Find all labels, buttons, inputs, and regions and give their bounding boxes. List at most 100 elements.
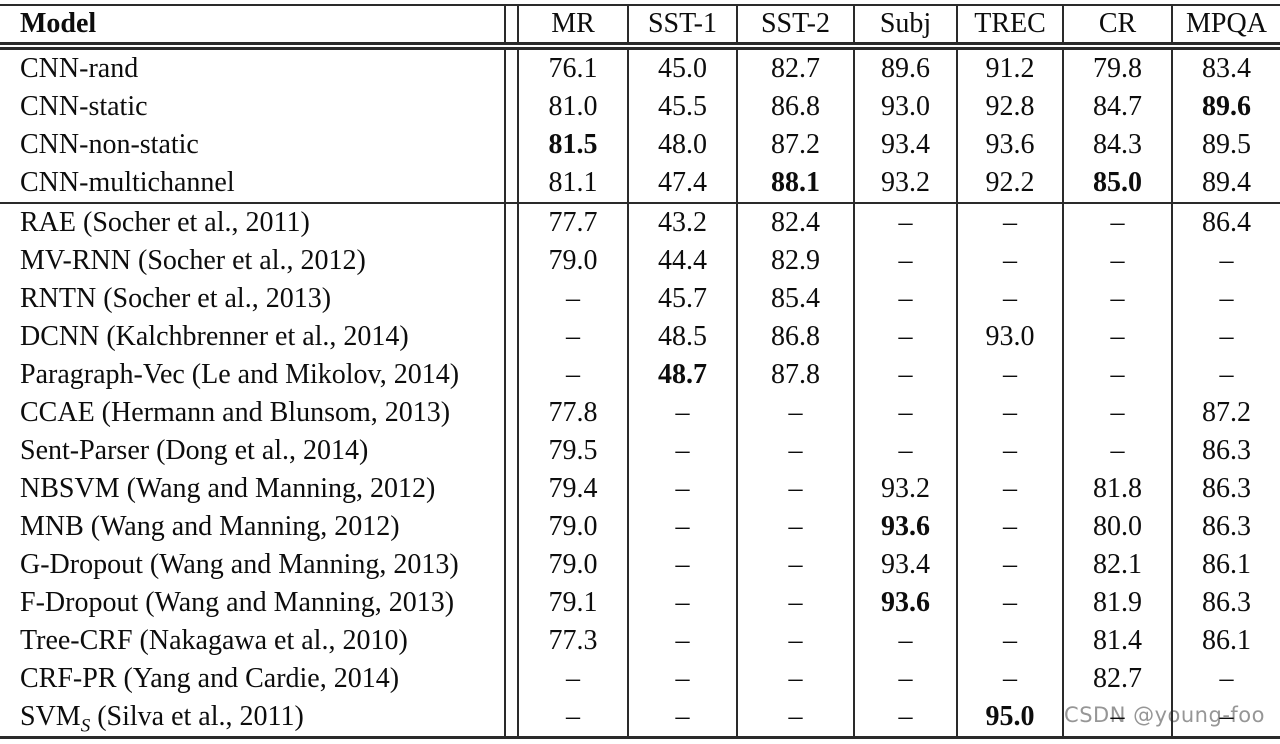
score-cell: 92.8 [956,88,1063,126]
score-cell: 82.9 [736,242,854,280]
score-cell: – [1171,280,1280,318]
model-cell: RNTN (Socher et al., 2013) [0,280,505,318]
score-cell: – [1171,660,1280,698]
score-cell: 93.4 [853,126,957,164]
table-row: F-Dropout (Wang and Manning, 2013) 79.1– –… [0,584,1280,622]
column-header-sst2: SST-2 [736,5,854,50]
score-cell: – [627,584,737,622]
model-label: F-Dropout (Wang and Manning, 2013) [20,587,455,618]
score-cell: 86.3 [1171,584,1280,622]
table-row: CCAE (Hermann and Blunsom, 2013) 77.8– – – –… [0,394,1280,432]
score-cell: 77.3 [548,625,598,656]
score-cell: – [1171,356,1280,394]
score-cell: 86.4 [1171,202,1280,242]
score-cell: – [853,660,957,698]
score-cell: 87.8 [736,356,854,394]
score-cell: 86.3 [1171,470,1280,508]
model-label-citation: (Silva et al., 2011) [90,701,304,732]
model-label: CNN-rand [20,53,139,84]
score-cell: – [1062,432,1172,470]
score-cell: 81.1 [548,167,598,198]
score-cell: 79.0 [548,511,598,542]
table-row: Paragraph-Vec (Le and Mikolov, 2014) – 48.… [0,356,1280,394]
double-rule-gap [504,356,519,394]
model-cell: Tree-CRF (Nakagawa et al., 2010) [0,622,505,660]
model-cell: NBSVM (Wang and Manning, 2012) [0,470,505,508]
score-cell: 92.2 [956,164,1063,203]
score-cell: 93.4 [853,546,957,584]
score-cell: – [736,394,854,432]
double-rule-gap [504,470,519,508]
model-label: Sent-Parser (Dong et al., 2014) [20,435,369,466]
score-cell: 45.5 [627,88,737,126]
score-cell: 93.2 [853,470,957,508]
score-cell: 47.4 [627,164,737,203]
score-cell: 93.0 [853,88,957,126]
score-cell: 86.8 [736,318,854,356]
double-rule-gap [504,242,519,280]
score-cell: – [1062,202,1172,242]
double-rule-gap [504,5,519,50]
score-cell: – [736,432,854,470]
score-cell: 85.0 [1062,164,1172,203]
table-body: CNN-rand 76.1 45.0 82.7 89.6 91.2 79.8 83.4 CNN-… [0,46,1280,738]
score-cell: – [956,584,1063,622]
model-cell: Paragraph-Vec (Le and Mikolov, 2014) [0,356,505,394]
table-row: G-Dropout (Wang and Manning, 2013) 79.0– –… [0,546,1280,584]
table-row: CNN-multichannel 81.1 47.4 88.1 93.2 92.2 85.0… [0,164,1280,203]
score-cell: 86.3 [1171,508,1280,546]
score-cell: 81.9 [1062,584,1172,622]
column-header-mr: MR [518,5,628,50]
score-cell: 76.1 [548,53,598,84]
model-label: DCNN (Kalchbrenner et al., 2014) [20,321,409,352]
score-cell: 89.5 [1171,126,1280,164]
table-row: CNN-rand 76.1 45.0 82.7 89.6 91.2 79.8 83.4 [0,46,1280,88]
score-cell: – [736,470,854,508]
score-cell: – [956,432,1063,470]
score-cell: 77.8 [548,397,598,428]
score-cell: – [853,394,957,432]
model-cell: CNN-rand [0,46,505,88]
model-label: CCAE (Hermann and Blunsom, 2013) [20,397,451,428]
score-cell: 81.0 [548,91,598,122]
score-cell: – [853,622,957,660]
double-rule-gap [504,164,519,203]
table-row: CNN-non-static 81.5 48.0 87.2 93.4 93.6 84.3 89… [0,126,1280,164]
score-cell: 86.3 [1171,432,1280,470]
table-row: RAE (Socher et al., 2011) 77.7 43.2 82.4– – –… [0,202,1280,242]
column-header-cr: CR [1062,5,1172,50]
score-cell: – [1062,242,1172,280]
score-cell: – [566,359,580,390]
score-cell: – [736,508,854,546]
model-label: CNN-non-static [20,129,199,160]
table-row: DCNN (Kalchbrenner et al., 2014) – 48.5 86.… [0,318,1280,356]
score-cell: 45.7 [627,280,737,318]
model-cell: Sent-Parser (Dong et al., 2014) [0,432,505,470]
score-cell: 86.8 [736,88,854,126]
score-cell: – [566,283,580,314]
double-rule-gap [504,432,519,470]
score-cell: 87.2 [1171,394,1280,432]
score-cell: 79.0 [548,549,598,580]
double-rule-gap [504,546,519,584]
score-cell: – [956,356,1063,394]
double-rule-gap [504,660,519,698]
score-cell: – [1171,242,1280,280]
score-cell: 86.1 [1171,622,1280,660]
score-cell: 81.4 [1062,622,1172,660]
score-cell: – [1171,318,1280,356]
score-cell: 48.0 [627,126,737,164]
score-cell: 84.3 [1062,126,1172,164]
score-cell: 91.2 [956,46,1063,88]
score-cell: 81.8 [1062,470,1172,508]
table-row: SVMS (Silva et al., 2011) – – – –95.0– – [0,698,1280,738]
model-label: SVM [20,701,81,732]
column-header-trec: TREC [956,5,1063,50]
model-label: MV-RNN (Socher et al., 2012) [20,245,366,276]
header-row: Model MR SST-1 SST-2 Subj TREC CR MPQA [0,5,1280,50]
model-cell: DCNN (Kalchbrenner et al., 2014) [0,318,505,356]
model-cell: SVMS (Silva et al., 2011) [0,698,505,738]
double-rule-gap [504,698,519,738]
model-label: RNTN (Socher et al., 2013) [20,283,332,314]
